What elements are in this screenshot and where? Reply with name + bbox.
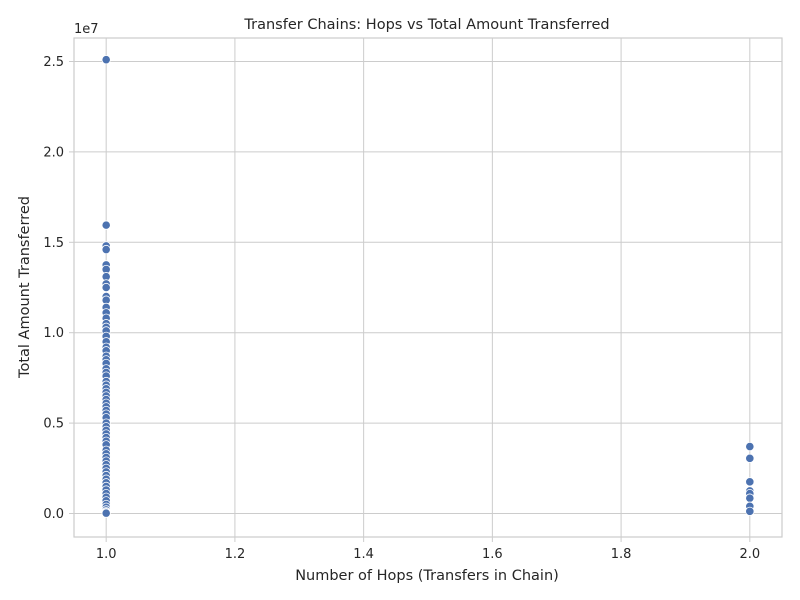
data-point [101, 282, 111, 293]
data-point [745, 453, 755, 463]
data-point [101, 244, 111, 255]
data-point [101, 220, 111, 230]
data-point [101, 55, 111, 65]
x-tick-label: 2.0 [739, 547, 760, 562]
y-tick-label: 2.0 [43, 145, 64, 160]
y-tick-label: 0.5 [43, 417, 64, 432]
y-axis-label: Total Amount Transferred [17, 196, 33, 379]
y-tick-label: 1.0 [43, 326, 64, 341]
x-tick-label: 1.0 [96, 547, 117, 562]
x-tick-label: 1.8 [611, 547, 632, 562]
y-tick-label: 2.5 [43, 55, 64, 70]
y-tick-label: 1.5 [43, 236, 64, 251]
data-point [745, 506, 755, 516]
data-point [745, 477, 755, 487]
y-axis-ticks: 0.0 0.5 1.0 1.5 2.0 2.5 [43, 55, 74, 522]
x-tick-label: 1.2 [225, 547, 246, 562]
grid [74, 38, 782, 537]
data-points [101, 55, 755, 518]
data-point [745, 442, 755, 452]
y-tick-label: 0.0 [43, 507, 64, 522]
data-point [745, 493, 755, 503]
x-tick-label: 1.6 [482, 547, 503, 562]
x-axis-label: Number of Hops (Transfers in Chain) [295, 568, 559, 584]
data-point [101, 508, 111, 518]
y-axis-offset-label: 1e7 [74, 22, 99, 37]
chart-title: Transfer Chains: Hops vs Total Amount Tr… [243, 17, 609, 33]
x-tick-label: 1.4 [353, 547, 374, 562]
plot-frame [73, 37, 783, 538]
x-axis-ticks: 1.0 1.2 1.4 1.6 1.8 2.0 [96, 537, 760, 562]
